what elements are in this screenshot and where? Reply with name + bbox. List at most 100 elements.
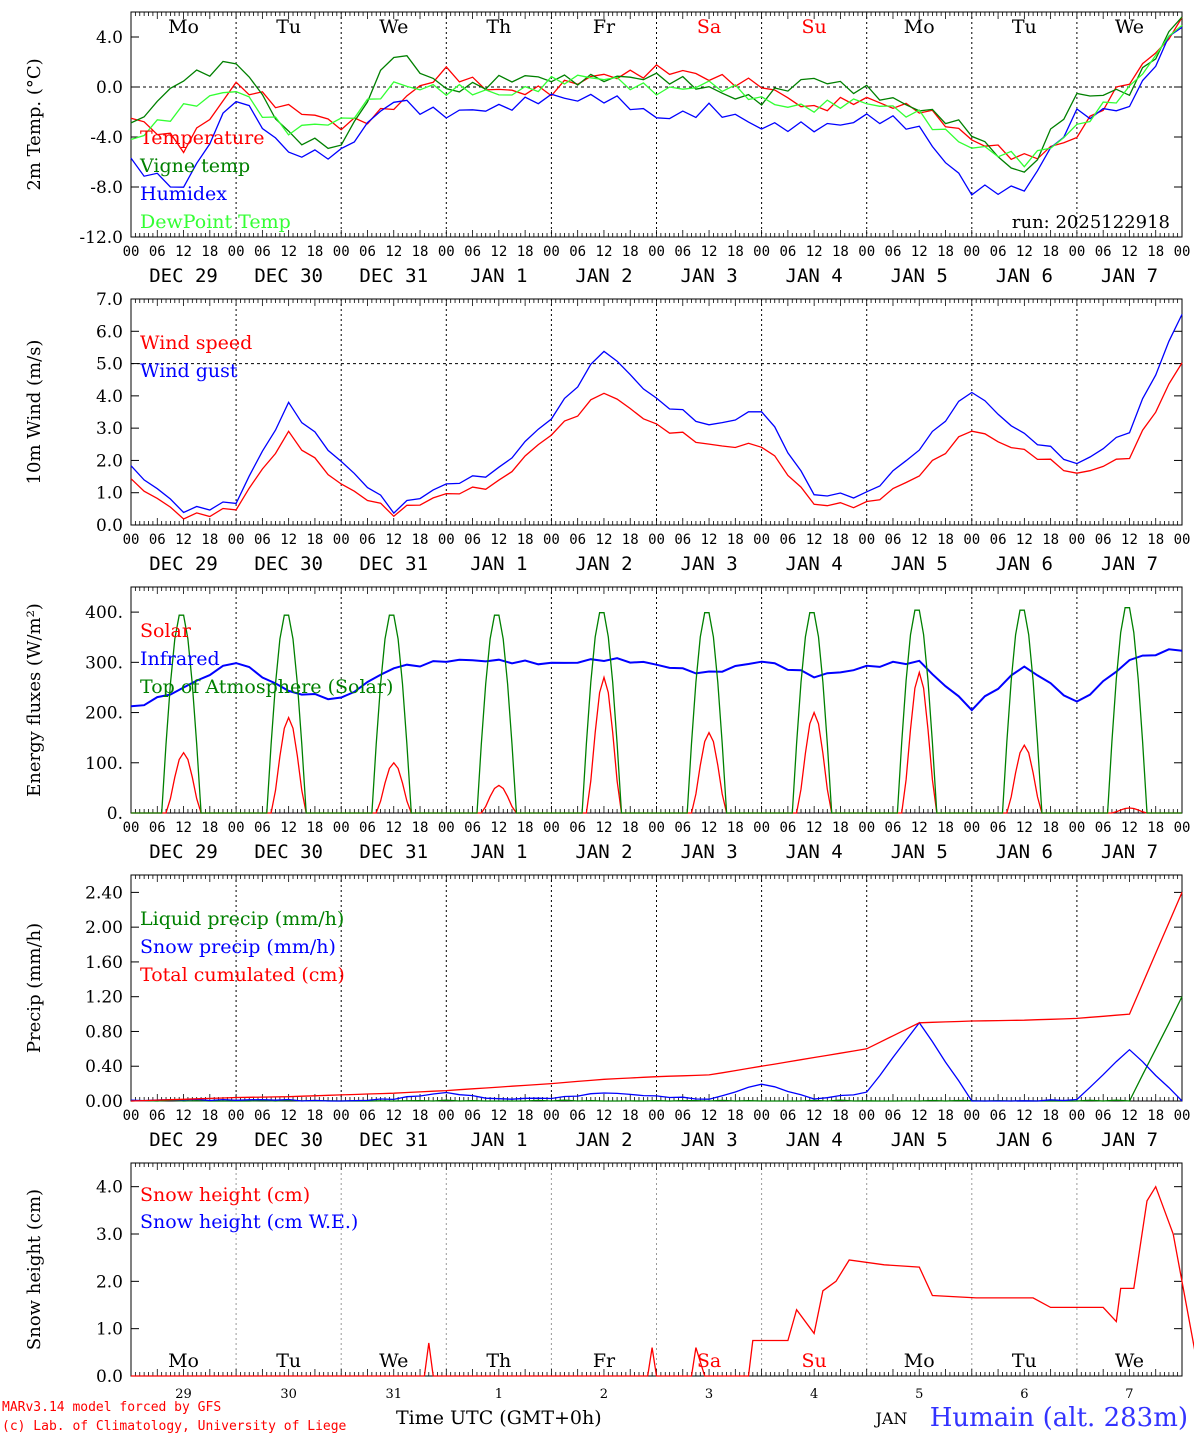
date-label: DEC 30 [254, 553, 323, 575]
legend-entry: DewPoint Temp [140, 211, 291, 233]
date-label: JAN 4 [786, 553, 843, 575]
date-label: JAN 3 [680, 553, 737, 575]
date-label: JAN 5 [891, 553, 948, 575]
hour-label: 00 [438, 1108, 455, 1124]
hour-label: 06 [674, 1108, 691, 1124]
hour-label: 12 [1121, 532, 1138, 548]
y-axis-label: 2m Temp. (°C) [24, 58, 45, 190]
series-infrared [130, 648, 1183, 712]
hour-label: 06 [779, 1108, 796, 1124]
y-tick-label: 1.60 [85, 953, 123, 973]
hour-label: 06 [674, 244, 691, 260]
y-tick-label: 2.00 [85, 918, 123, 938]
hour-label: 00 [228, 1108, 245, 1124]
legend-entry: Solar [140, 620, 192, 642]
hour-label: 12 [596, 244, 613, 260]
y-tick-label: 100. [85, 754, 123, 774]
hour-label: 06 [149, 820, 166, 836]
series-wind-speed [130, 362, 1183, 520]
hour-label: 06 [359, 1108, 376, 1124]
y-tick-label: 300. [85, 653, 123, 673]
y-tick-label: -4.0 [90, 128, 123, 148]
y-axis-label: 10m Wind (m/s) [24, 340, 45, 485]
legend-entry: Snow precip (mm/h) [140, 936, 336, 958]
hour-label: 18 [1042, 1108, 1059, 1124]
hour-label: 18 [201, 244, 218, 260]
date-label: DEC 31 [359, 553, 428, 575]
hour-label: 06 [1095, 244, 1112, 260]
hour-label: 06 [990, 244, 1007, 260]
hour-label: 18 [412, 820, 429, 836]
hour-label: 18 [832, 820, 849, 836]
y-tick-label: 0.0 [96, 1367, 123, 1387]
hour-label: 00 [648, 532, 665, 548]
y-tick-label: 0.0 [96, 78, 123, 98]
hour-label: 00 [123, 532, 140, 548]
hour-label: 18 [1147, 532, 1164, 548]
weekday-label: Su [802, 1350, 827, 1372]
hour-label: 06 [464, 1108, 481, 1124]
hour-label: 06 [254, 532, 271, 548]
date-label: JAN 2 [575, 1129, 632, 1151]
y-axis-label: Precip (mm/h) [24, 923, 45, 1053]
hour-label: 12 [385, 532, 402, 548]
hour-label: 12 [1121, 1108, 1138, 1124]
hour-label: 18 [201, 532, 218, 548]
hour-label: 12 [175, 532, 192, 548]
legend-entry: Total cumulated (cm) [140, 964, 345, 986]
hour-label: 12 [596, 820, 613, 836]
weekday-label: Th [486, 16, 511, 38]
y-tick-label: 200. [85, 704, 123, 724]
hour-label: 12 [1016, 244, 1033, 260]
series-dewpoint-temp [130, 24, 1183, 168]
date-label: JAN 4 [786, 1129, 843, 1151]
y-tick-label: 3.0 [96, 1225, 123, 1245]
panel-energy-frame [130, 586, 1183, 814]
hour-label: 18 [306, 244, 323, 260]
hour-label: 12 [1121, 244, 1138, 260]
hour-label: 12 [1016, 532, 1033, 548]
y-tick-label: 6.0 [96, 322, 123, 342]
date-label: JAN 6 [996, 265, 1053, 287]
hour-label: 00 [753, 1108, 770, 1124]
weekday-label: Th [486, 1350, 511, 1372]
hour-label: 18 [622, 1108, 639, 1124]
date-label: JAN 6 [996, 841, 1053, 863]
hour-label: 18 [727, 1108, 744, 1124]
hour-label: 00 [858, 532, 875, 548]
panel-wind-frame [130, 298, 1183, 526]
hour-label: 00 [858, 244, 875, 260]
weekday-label: Mo [904, 1350, 935, 1372]
day-number-label: 29 [175, 1387, 192, 1402]
legend-entry: Wind speed [140, 332, 252, 354]
date-label: JAN 1 [470, 265, 527, 287]
hour-label: 18 [937, 1108, 954, 1124]
hour-label: 00 [963, 1108, 980, 1124]
hour-label: 06 [569, 1108, 586, 1124]
credit-line-1: MARv3.14 model forced by GFS [2, 1400, 222, 1415]
y-tick-label: 4.0 [96, 28, 123, 48]
hour-label: 06 [359, 532, 376, 548]
day-number-label: 5 [915, 1387, 923, 1402]
weekday-label: Sa [697, 1350, 721, 1372]
weekday-label: We [379, 1350, 408, 1372]
hour-label: 00 [333, 1108, 350, 1124]
date-label: JAN 4 [786, 265, 843, 287]
hour-label: 00 [123, 244, 140, 260]
weekday-label: Sa [697, 16, 721, 38]
hour-label: 00 [963, 244, 980, 260]
weekday-label: We [1115, 1350, 1144, 1372]
weekday-label: Tu [276, 1350, 301, 1372]
hour-label: 06 [149, 1108, 166, 1124]
weekday-label: We [379, 16, 408, 38]
weekday-label: Tu [1012, 16, 1037, 38]
legend-entry: Liquid precip (mm/h) [140, 908, 344, 930]
date-label: JAN 6 [996, 1129, 1053, 1151]
hour-label: 00 [543, 244, 560, 260]
day-number-label: 6 [1020, 1387, 1028, 1402]
date-label: JAN 3 [680, 1129, 737, 1151]
hour-label: 06 [779, 244, 796, 260]
hour-label: 00 [333, 820, 350, 836]
hour-label: 00 [1174, 244, 1191, 260]
hour-label: 06 [885, 532, 902, 548]
